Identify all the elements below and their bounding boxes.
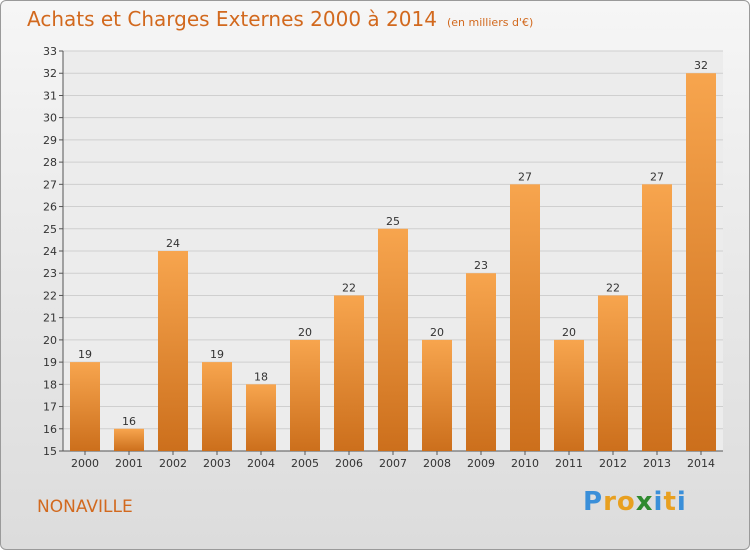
y-tick-label: 21 bbox=[43, 312, 57, 325]
x-tick-label: 2008 bbox=[423, 457, 451, 470]
data-label: 23 bbox=[474, 259, 488, 272]
y-tick-label: 33 bbox=[43, 45, 57, 58]
y-tick-label: 29 bbox=[43, 134, 57, 147]
bar bbox=[334, 295, 364, 451]
x-tick-label: 2005 bbox=[291, 457, 319, 470]
y-tick-label: 28 bbox=[43, 156, 57, 169]
bar bbox=[202, 362, 232, 451]
commune-name: NONAVILLE bbox=[37, 497, 133, 517]
bar bbox=[114, 428, 144, 451]
bar bbox=[686, 73, 716, 451]
y-tick-label: 16 bbox=[43, 423, 57, 436]
x-tick-label: 2009 bbox=[467, 457, 495, 470]
chart-title-block: Achats et Charges Externes 2000 à 2014 (e… bbox=[27, 7, 533, 31]
bar bbox=[510, 184, 540, 452]
data-label: 22 bbox=[342, 281, 356, 294]
bar bbox=[466, 273, 496, 451]
data-label: 32 bbox=[694, 59, 708, 72]
y-tick-label: 23 bbox=[43, 267, 57, 280]
bar bbox=[642, 184, 672, 452]
x-tick-label: 2004 bbox=[247, 457, 275, 470]
bar bbox=[70, 362, 100, 451]
x-tick-label: 2002 bbox=[159, 457, 187, 470]
logo-letter: t bbox=[663, 487, 677, 517]
bar bbox=[554, 339, 584, 451]
bar bbox=[378, 228, 408, 451]
x-tick-label: 2007 bbox=[379, 457, 407, 470]
bar bbox=[598, 295, 628, 451]
data-label: 22 bbox=[606, 281, 620, 294]
data-label: 20 bbox=[562, 326, 576, 339]
chart-title: Achats et Charges Externes 2000 à 2014 bbox=[27, 7, 437, 31]
proxiti-logo: Proxiti bbox=[583, 487, 687, 517]
y-tick-label: 15 bbox=[43, 445, 57, 458]
data-label: 25 bbox=[386, 215, 400, 228]
x-tick-label: 2012 bbox=[599, 457, 627, 470]
y-tick-label: 31 bbox=[43, 89, 57, 102]
x-tick-label: 2010 bbox=[511, 457, 539, 470]
logo-letter: r bbox=[603, 487, 617, 517]
data-label: 24 bbox=[166, 237, 180, 250]
y-tick-label: 24 bbox=[43, 245, 57, 258]
x-tick-label: 2013 bbox=[643, 457, 671, 470]
y-tick-label: 25 bbox=[43, 223, 57, 236]
y-tick-label: 17 bbox=[43, 401, 57, 414]
logo-letter: i bbox=[653, 487, 664, 517]
y-tick-label: 18 bbox=[43, 378, 57, 391]
x-tick-label: 2000 bbox=[71, 457, 99, 470]
data-label: 19 bbox=[78, 348, 92, 361]
bar bbox=[290, 339, 320, 451]
x-tick-label: 2003 bbox=[203, 457, 231, 470]
data-label: 27 bbox=[650, 170, 664, 183]
y-tick-label: 19 bbox=[43, 356, 57, 369]
logo-letter: x bbox=[635, 487, 654, 517]
data-label: 20 bbox=[298, 326, 312, 339]
y-tick-label: 30 bbox=[43, 112, 57, 125]
logo-letter: o bbox=[616, 487, 636, 517]
bar bbox=[422, 339, 452, 451]
data-label: 27 bbox=[518, 170, 532, 183]
data-label: 18 bbox=[254, 370, 268, 383]
y-tick-label: 22 bbox=[43, 289, 57, 302]
y-tick-label: 20 bbox=[43, 334, 57, 347]
data-label: 19 bbox=[210, 348, 224, 361]
chart-subtitle: (en milliers d'€) bbox=[446, 16, 534, 29]
data-label: 16 bbox=[122, 415, 136, 428]
x-tick-label: 2014 bbox=[687, 457, 715, 470]
x-tick-label: 2011 bbox=[555, 457, 583, 470]
data-label: 20 bbox=[430, 326, 444, 339]
logo-letter: P bbox=[583, 487, 604, 517]
x-tick-label: 2006 bbox=[335, 457, 363, 470]
bar bbox=[158, 251, 188, 451]
y-tick-label: 32 bbox=[43, 67, 57, 80]
bar bbox=[246, 384, 276, 451]
x-tick-label: 2001 bbox=[115, 457, 143, 470]
y-tick-label: 26 bbox=[43, 201, 57, 214]
logo-letter: i bbox=[676, 487, 687, 517]
y-tick-label: 27 bbox=[43, 178, 57, 191]
